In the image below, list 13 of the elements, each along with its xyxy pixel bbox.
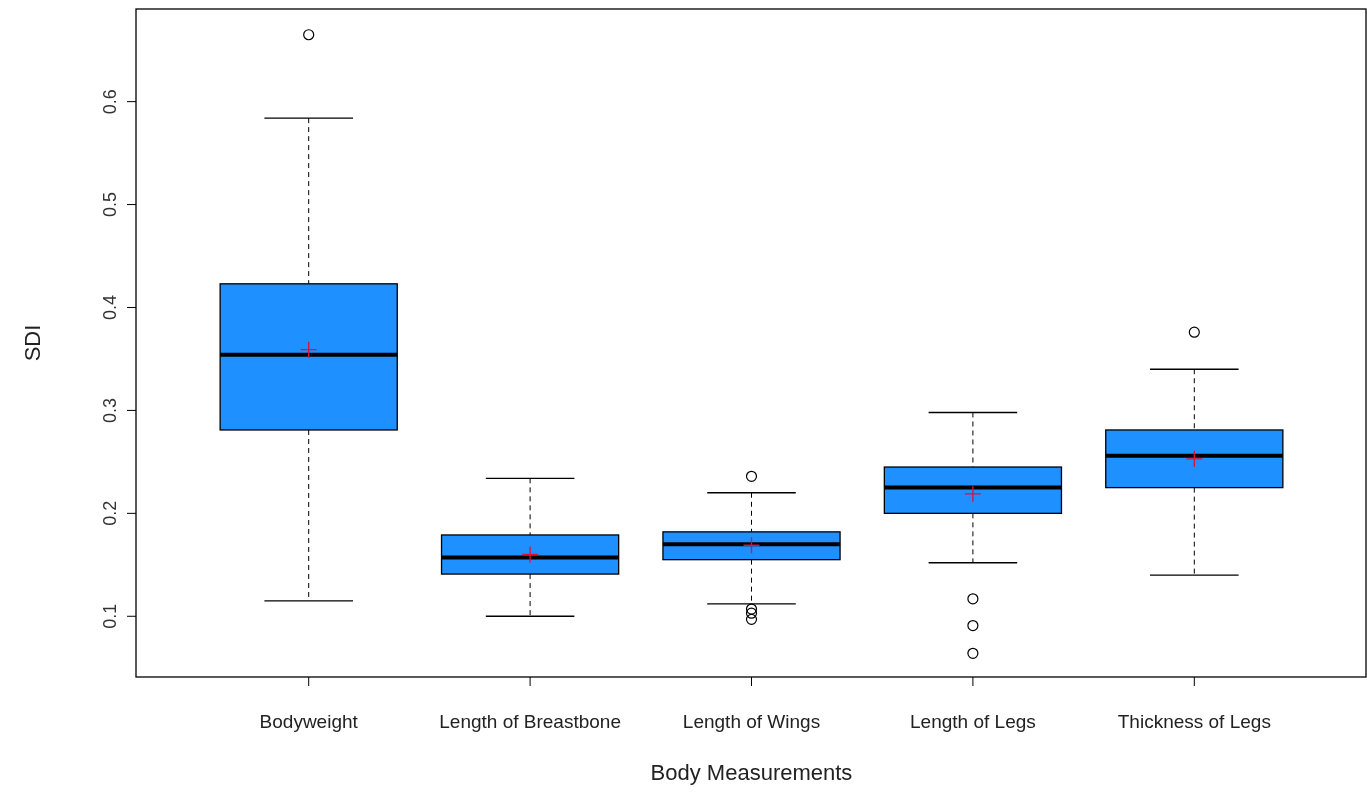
- x-tick-label: Length of Breastbone: [439, 711, 621, 732]
- y-tick-label: 0.1: [100, 603, 120, 629]
- y-tick-label: 0.6: [100, 89, 120, 115]
- x-axis-title: Body Measurements: [650, 760, 853, 785]
- y-axis-title: SDI: [20, 324, 45, 362]
- x-tick-label: Bodyweight: [259, 711, 359, 732]
- y-tick-label: 0.3: [100, 397, 120, 423]
- x-tick-label: Length of Legs: [910, 711, 1036, 732]
- x-tick-label: Thickness of Legs: [1117, 711, 1271, 732]
- y-tick-label: 0.5: [100, 192, 120, 218]
- x-tick-label: Length of Wings: [682, 711, 821, 732]
- y-tick-label: 0.4: [100, 294, 120, 321]
- y-tick-label: 0.2: [100, 500, 120, 526]
